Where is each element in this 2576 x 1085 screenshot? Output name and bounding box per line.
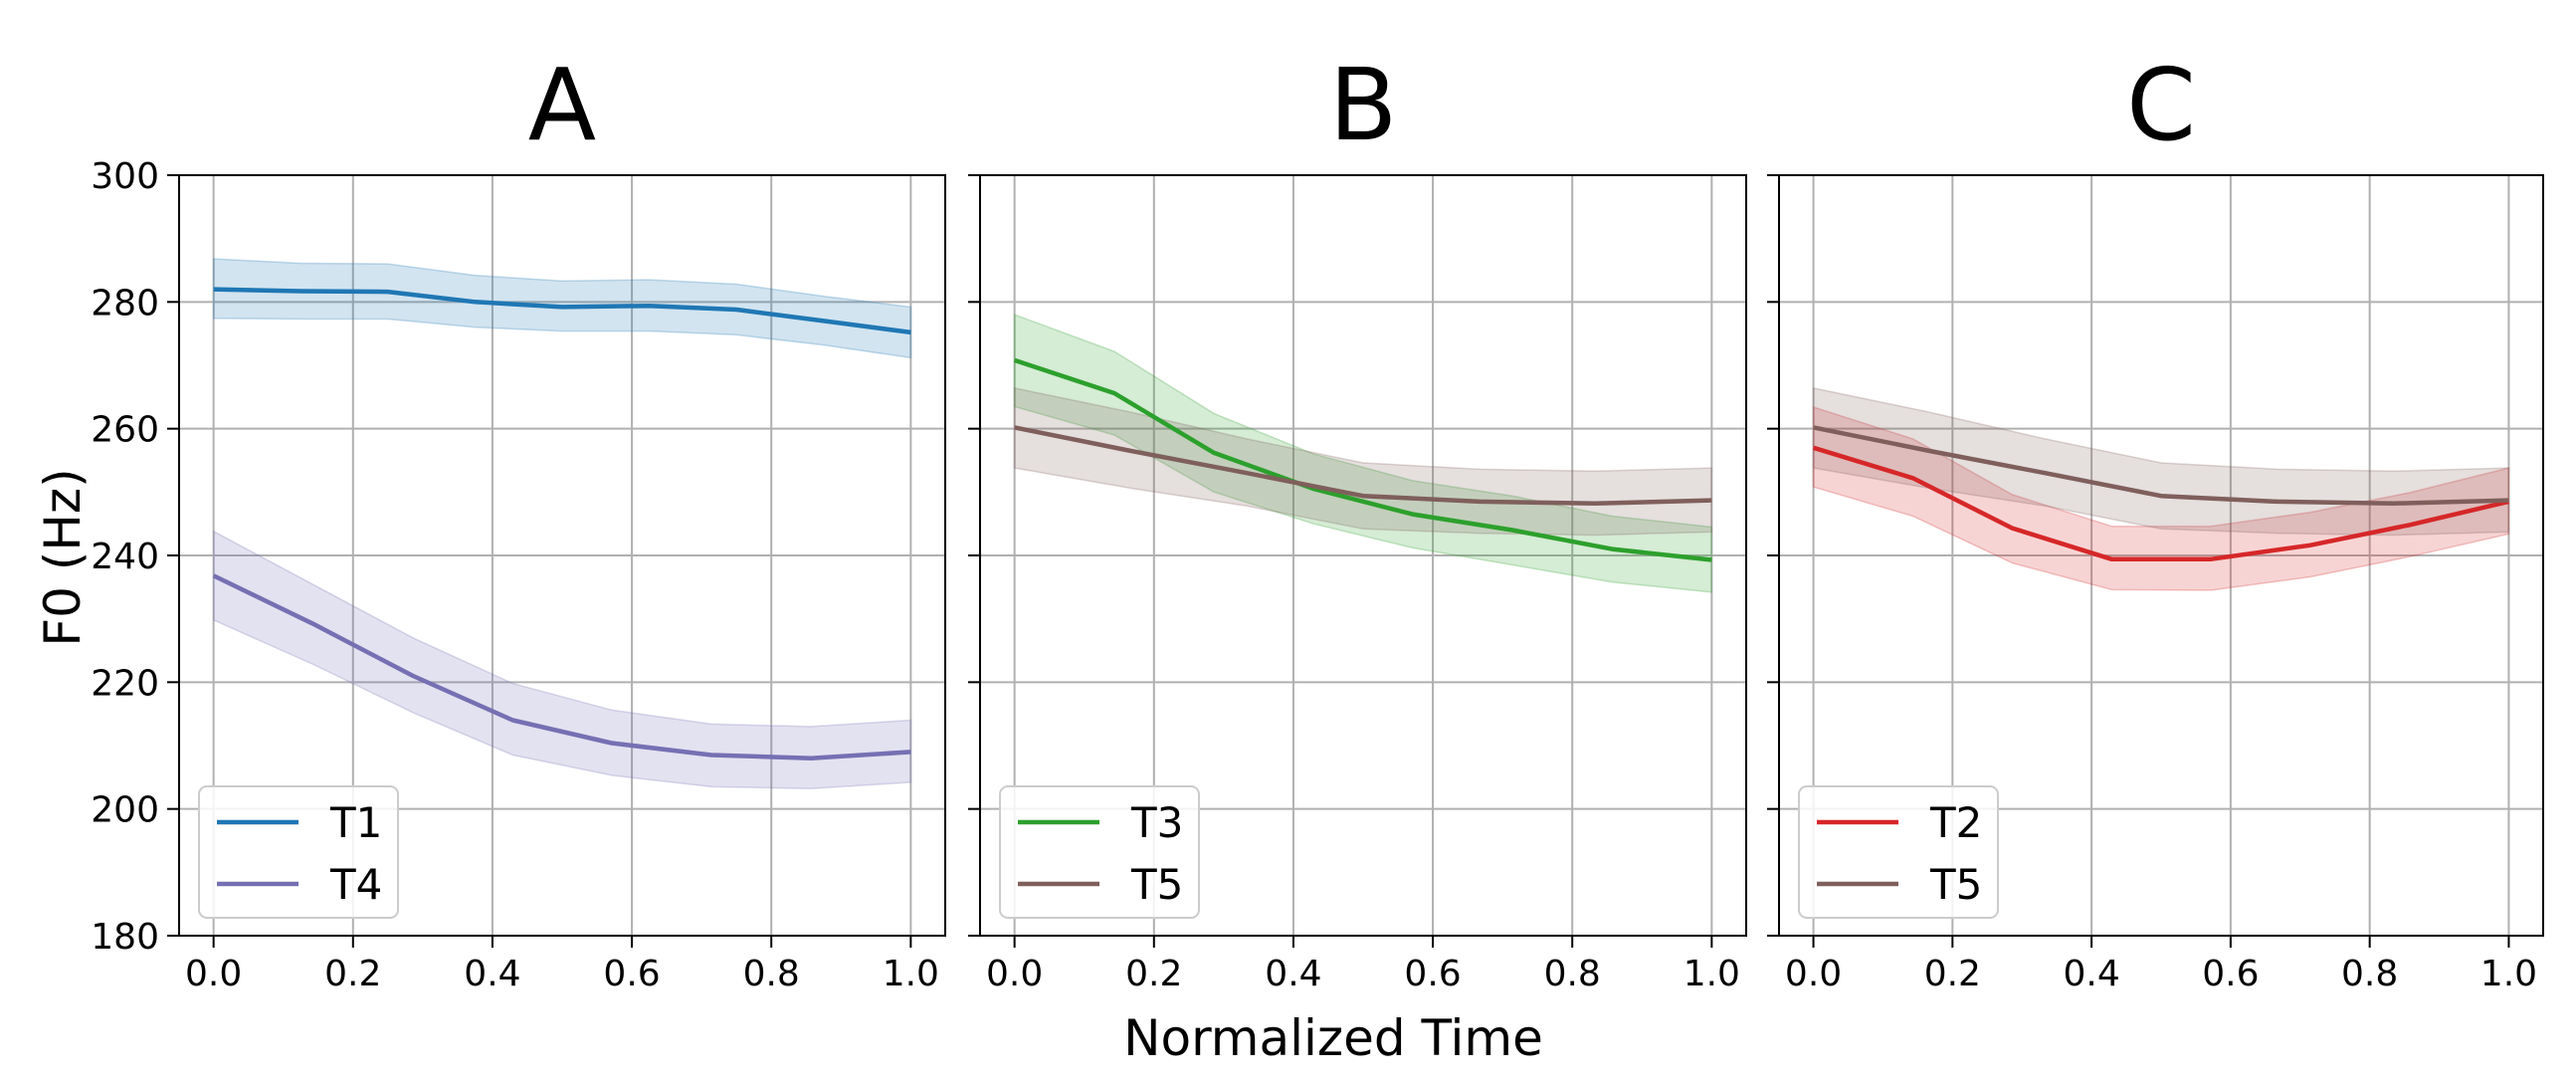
legend-label-t3: T3 xyxy=(1130,798,1183,847)
x-tick-label: 0.4 xyxy=(2063,954,2119,994)
series-line-t5 xyxy=(1813,425,2509,507)
x-tick-label: 0.2 xyxy=(1125,954,1182,994)
panel-title: C xyxy=(2126,47,2196,163)
x-axis-label: Normalized Time xyxy=(1123,1009,1543,1067)
x-tick-label: 0.8 xyxy=(2341,954,2398,994)
x-tick-label: 0.0 xyxy=(986,954,1043,994)
x-tick-label: 0.2 xyxy=(324,954,381,994)
y-tick-label: 260 xyxy=(91,410,159,451)
x-tick-label: 0.8 xyxy=(1544,954,1601,994)
x-tick-label: 0.6 xyxy=(2202,954,2259,994)
x-tick-label: 1.0 xyxy=(883,954,939,994)
panel-a: A 180 200 220 240 260 280 300 0.0 0.2 0.4 0.6 0.8 1.0… xyxy=(91,47,946,994)
confidence-band-t5 xyxy=(1812,386,2510,537)
x-tick-label: 0.8 xyxy=(743,954,800,994)
confidence-band-t5 xyxy=(1013,386,1713,537)
panels: A 180 200 220 240 260 280 300 0.0 0.2 0.4 0.6 0.8 1.0… xyxy=(91,47,2544,994)
x-tick-label: 1.0 xyxy=(2480,954,2537,994)
confidence-band-t2 xyxy=(1812,405,2510,591)
series-line-t2 xyxy=(1812,445,2509,562)
series-line-t4 xyxy=(212,573,911,760)
series-line-t5 xyxy=(1014,425,1712,507)
legend-label-t2: T2 xyxy=(1929,798,1982,847)
x-tick-label: 0.2 xyxy=(1924,954,1981,994)
x-tick-label: 0.0 xyxy=(1785,954,1842,994)
y-tick-label: 200 xyxy=(91,790,159,831)
legend-label-t5: T5 xyxy=(1130,860,1183,909)
series-line-t1 xyxy=(213,287,911,335)
confidence-band-t4 xyxy=(212,530,912,790)
y-tick-label: 180 xyxy=(91,917,159,958)
y-axis-label: F0 (Hz) xyxy=(34,468,92,646)
y-tick-label: 220 xyxy=(91,663,159,704)
panel-title: A xyxy=(528,47,596,163)
x-tick-label: 1.0 xyxy=(1684,954,1740,994)
confidence-band-t3 xyxy=(1013,314,1713,593)
y-tick-label: 300 xyxy=(91,156,159,197)
x-tick-label: 0.0 xyxy=(185,954,242,994)
legend-label-t4: T4 xyxy=(329,860,382,909)
x-tick-label: 0.4 xyxy=(464,954,520,994)
legend-label-t1: T1 xyxy=(329,798,382,847)
panel-title: B xyxy=(1329,47,1398,163)
y-tick-label: 280 xyxy=(91,283,159,324)
x-tick-label: 0.4 xyxy=(1265,954,1321,994)
legend-label-t5: T5 xyxy=(1929,860,1982,909)
series-line-t3 xyxy=(1013,357,1712,562)
x-tick-label: 0.6 xyxy=(603,954,660,994)
x-tick-label: 0.6 xyxy=(1404,954,1461,994)
y-tick-label: 240 xyxy=(91,537,159,577)
